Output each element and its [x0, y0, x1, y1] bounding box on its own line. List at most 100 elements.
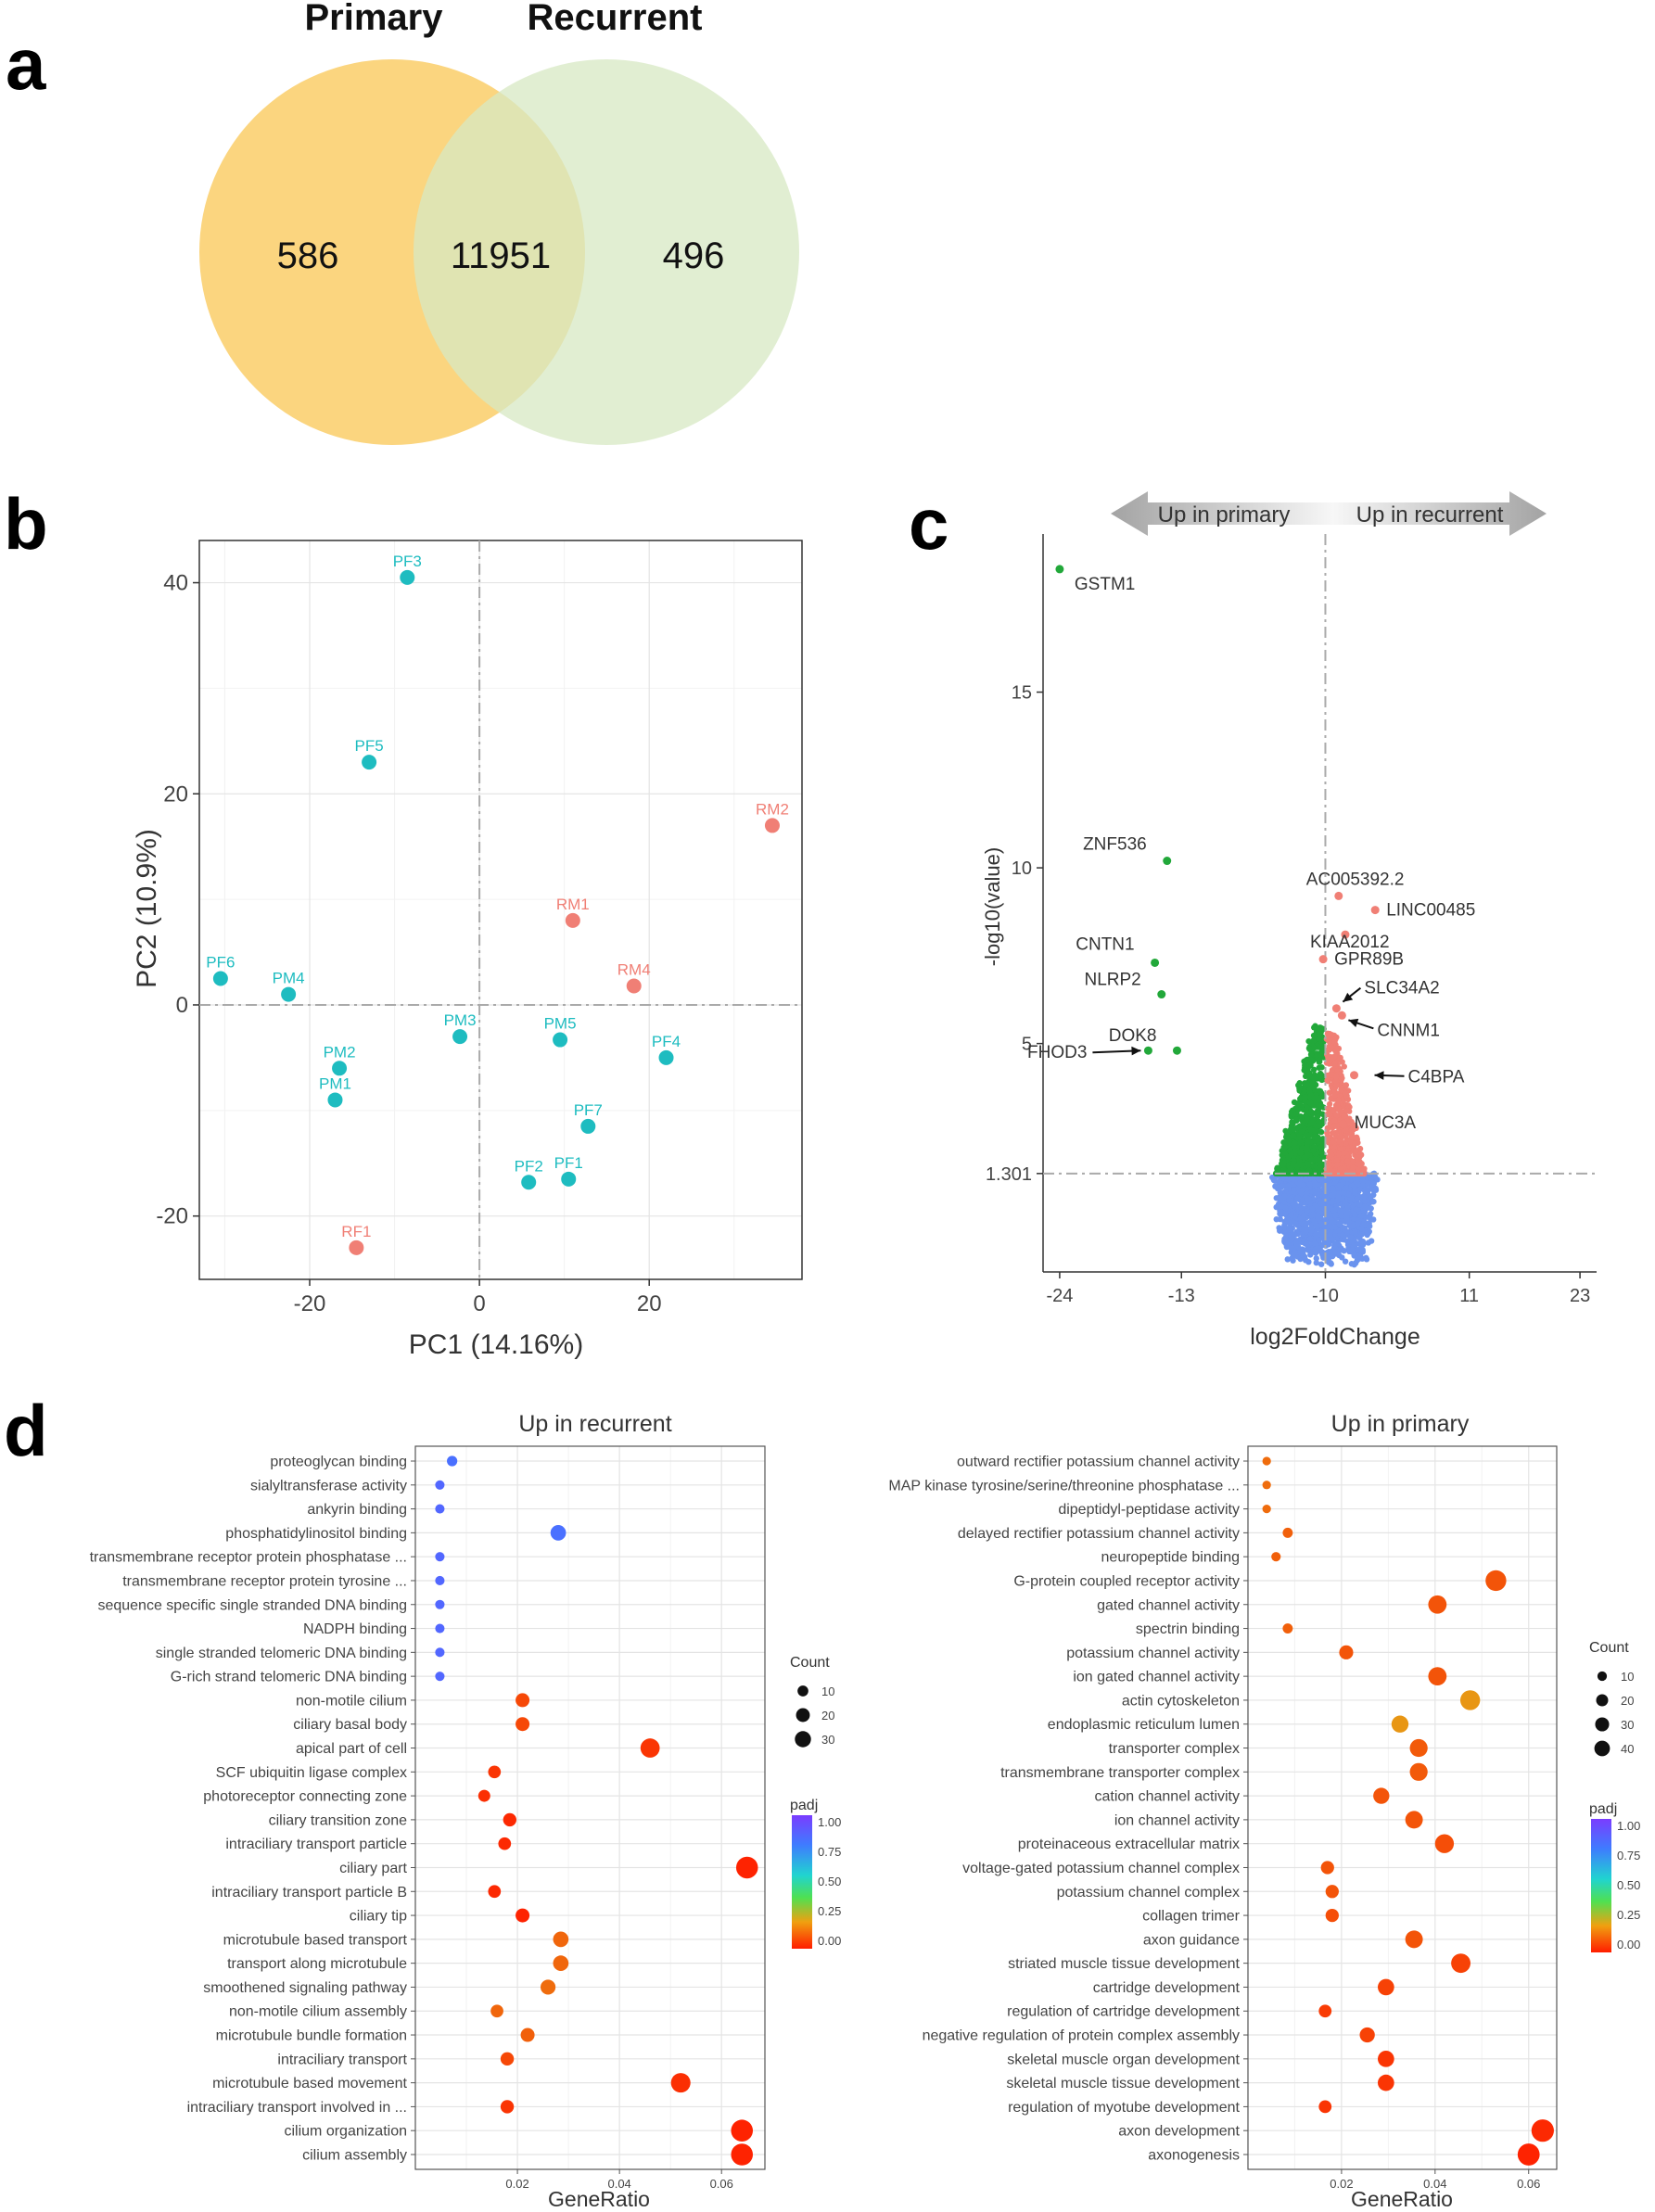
dotplot-dot — [1405, 1811, 1423, 1829]
volcano-point-ns — [1363, 1256, 1370, 1263]
dotplot-term-label: single stranded telomeric DNA binding — [156, 1646, 407, 1661]
volcano-gene-label: KIAA2012 — [1310, 933, 1390, 952]
dotplot-dot — [1320, 1861, 1334, 1875]
volcano-point-ns — [1351, 1215, 1357, 1222]
volcano-gene-point-c4bpa — [1350, 1071, 1359, 1080]
volcano-point-up — [1328, 1056, 1334, 1062]
volcano-gene-label: AC005392.2 — [1306, 870, 1405, 889]
volcano-point-ns — [1331, 1231, 1338, 1238]
dotplot-dot — [490, 2004, 503, 2018]
dotplot-term-label: delayed rectifier potassium channel acti… — [958, 1526, 1240, 1542]
dotplot-term-label: voltage-gated potassium channel complex — [962, 1861, 1240, 1876]
volcano-point-down — [1305, 1161, 1312, 1168]
dotplot-term-label: intraciliary transport particle B — [211, 1885, 407, 1901]
volcano-point-up — [1355, 1166, 1361, 1173]
dotplot-x-tick-label: 0.06 — [710, 2177, 733, 2191]
volcano-point-up — [1333, 1112, 1340, 1119]
dotplot-dot — [731, 2143, 754, 2166]
dotplot-primary: Up in primary outward rectifier potassiu… — [888, 1411, 1640, 2211]
volcano-point-ns — [1367, 1215, 1374, 1222]
legend-padj-label: 0.25 — [1617, 1908, 1640, 1922]
volcano-point-down — [1290, 1132, 1296, 1139]
volcano-point-ns — [1277, 1215, 1283, 1223]
volcano-point-down — [1283, 1170, 1290, 1176]
panel-d: d Up in recurrent proteoglycan binding si… — [4, 1390, 1640, 2211]
dotplot-dot — [1405, 1930, 1423, 1949]
volcano-point-ns — [1305, 1247, 1312, 1253]
legend-count-dot — [1596, 1694, 1609, 1707]
volcano-point-up — [1331, 1038, 1338, 1046]
volcano-point-down — [1310, 1075, 1318, 1082]
volcano-point-up — [1341, 1063, 1347, 1070]
volcano-point-ns — [1361, 1198, 1369, 1204]
volcano-point-up — [1353, 1148, 1359, 1154]
volcano-point-down — [1305, 1062, 1313, 1069]
dotplot-recurrent-frame — [414, 1445, 766, 2170]
dotplot-dot — [1531, 2119, 1554, 2142]
arrow-label-recurrent: Up in recurrent — [1356, 502, 1504, 528]
volcano-point-down — [1302, 1080, 1308, 1087]
volcano-point-down — [1309, 1110, 1317, 1117]
panel-letter-c: c — [909, 483, 948, 565]
volcano-labeled-genes: GSTM1 ZNF536 CNTN1 NLRP2 DOK8 FHOD3 AC005392.2… — [1027, 565, 1475, 1133]
volcano-point-ns — [1358, 1226, 1365, 1232]
volcano-point-down — [1305, 1167, 1313, 1174]
volcano-point-down — [1317, 1025, 1324, 1032]
dotplot-term-label: transmembrane receptor protein phosphata… — [90, 1550, 407, 1566]
dotplot-dot — [435, 1552, 445, 1562]
pca-y-tick-label: 40 — [163, 571, 188, 596]
volcano-point-ns — [1314, 1223, 1320, 1229]
dotplot-term-label: collagen trimer — [1142, 1909, 1241, 1925]
dotplot-dot — [1409, 1762, 1428, 1781]
volcano-gene-label: ZNF536 — [1083, 835, 1147, 855]
volcano-point-up — [1325, 1137, 1331, 1143]
volcano-point-up — [1331, 1092, 1338, 1099]
panel-letter-a: a — [6, 23, 46, 105]
pca-point-pm3 — [452, 1029, 468, 1045]
volcano-point-down — [1318, 1144, 1325, 1150]
volcano-point-down — [1282, 1127, 1289, 1135]
dotplot-dot — [731, 2119, 754, 2142]
dotplot-dot — [1428, 1667, 1447, 1686]
dotplot-term-label: potassium channel activity — [1066, 1646, 1240, 1661]
volcano-point-down — [1297, 1096, 1304, 1102]
volcano-point-up — [1349, 1134, 1356, 1140]
pca-y-axis-title: PC2 (10.9%) — [132, 829, 162, 988]
dotplot-dot — [435, 1672, 445, 1682]
volcano-point-up — [1333, 1123, 1340, 1129]
dotplot-primary-gridlines — [1248, 1446, 1557, 2169]
arrow-up-in-recurrent — [1333, 491, 1547, 536]
volcano-point-ns — [1306, 1181, 1313, 1188]
volcano-point-up — [1333, 1047, 1341, 1054]
volcano-point-down — [1316, 1118, 1322, 1125]
volcano-point-down — [1316, 1087, 1323, 1094]
volcano-point-up — [1349, 1159, 1356, 1165]
volcano-point-down — [1309, 1119, 1316, 1126]
volcano-point-ns — [1351, 1211, 1358, 1218]
volcano-point-ns — [1331, 1179, 1339, 1186]
volcano-point-ns — [1318, 1221, 1325, 1227]
dotplot-dot — [1391, 1715, 1409, 1733]
volcano-point-ns — [1338, 1213, 1344, 1219]
pca-point-label: RM4 — [617, 960, 651, 978]
volcano-point-up — [1338, 1146, 1344, 1152]
volcano-y-tick-label: 5 — [1022, 1035, 1032, 1055]
volcano-point-up — [1341, 1113, 1348, 1120]
volcano-point-up — [1361, 1165, 1368, 1172]
legend-count-label: 20 — [821, 1709, 834, 1723]
volcano-point-down — [1304, 1144, 1310, 1151]
volcano-point-ns — [1359, 1181, 1367, 1189]
dotplot-dot — [435, 1480, 445, 1490]
volcano-point-down — [1302, 1094, 1308, 1100]
volcano-point-up — [1326, 1089, 1333, 1096]
volcano-point-ns — [1334, 1193, 1342, 1201]
pca-point-label: PF2 — [515, 1157, 543, 1175]
volcano-point-down — [1318, 1075, 1325, 1082]
volcano-point-ns — [1297, 1215, 1305, 1222]
volcano-gene-point-linc00485 — [1370, 906, 1380, 915]
volcano-point-down — [1310, 1148, 1317, 1154]
legend-count-title: Count — [1589, 1640, 1629, 1656]
volcano-point-down — [1297, 1162, 1305, 1168]
